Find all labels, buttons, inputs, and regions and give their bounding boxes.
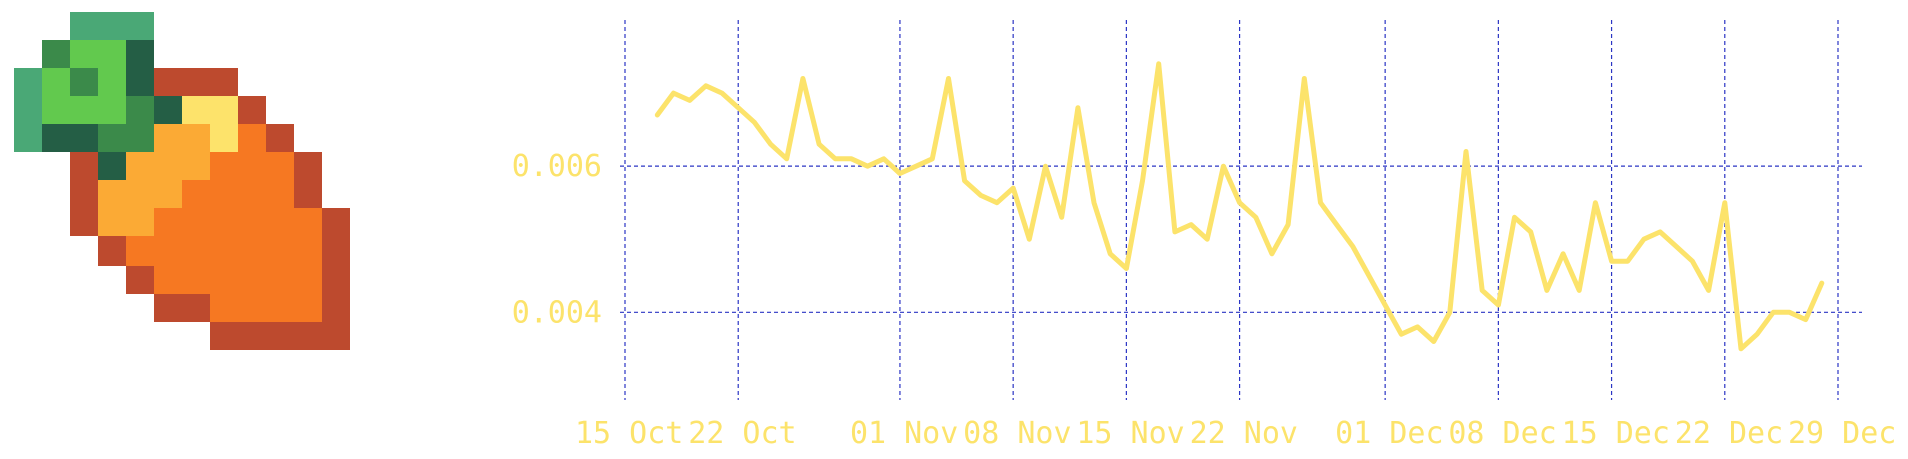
y-tick-label: 0.006 xyxy=(512,149,602,184)
horizontal-gridlines xyxy=(620,165,1862,313)
x-tick-label: 01 Dec xyxy=(1335,416,1443,451)
x-tick-label: 29 Dec xyxy=(1788,416,1896,451)
pixel-art-fruit-logo xyxy=(14,12,350,350)
series-line xyxy=(654,61,1825,352)
y-tick-label: 0.004 xyxy=(512,295,602,330)
fruit-body-graphic xyxy=(70,68,350,350)
x-tick-label: 15 Oct xyxy=(575,416,683,451)
x-tick-label: 08 Nov xyxy=(963,416,1071,451)
leaf-graphic xyxy=(14,12,182,180)
x-tick-label: 15 Dec xyxy=(1562,416,1670,451)
vertical-gridlines xyxy=(624,20,1839,400)
x-tick-label: 22 Nov xyxy=(1190,416,1298,451)
x-tick-label: 15 Nov xyxy=(1076,416,1184,451)
x-tick-label: 22 Oct xyxy=(688,416,796,451)
x-tick-label: 08 Dec xyxy=(1448,416,1556,451)
x-tick-label: 22 Dec xyxy=(1675,416,1783,451)
y-tick-labels: 0.004 0.006 xyxy=(512,149,602,330)
x-tick-labels: 15 Oct 22 Oct 01 Nov 08 Nov 15 Nov 22 Nov 01 D… xyxy=(575,416,1896,451)
line-chart: 15 Oct 22 Oct 01 Nov 08 Nov 15 Nov 22 Nov 01 D… xyxy=(512,20,1896,451)
series-group xyxy=(654,61,1825,352)
x-tick-label: 01 Nov xyxy=(850,416,958,451)
